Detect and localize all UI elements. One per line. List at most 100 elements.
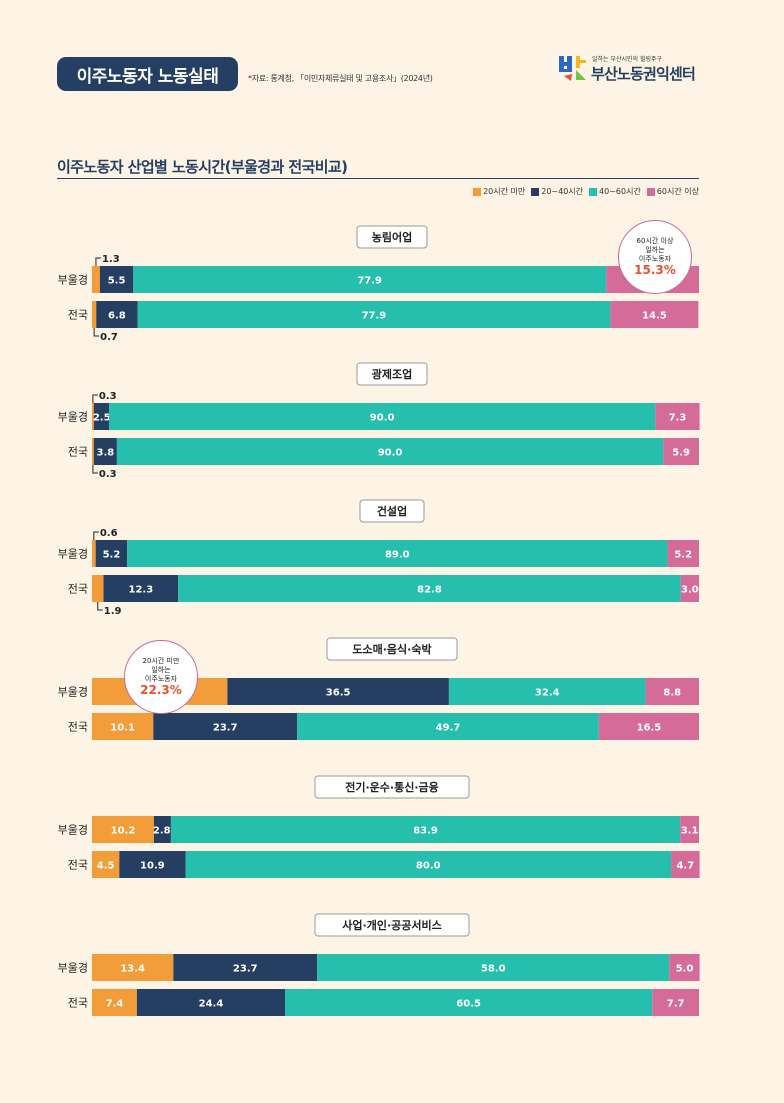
- bar-label: 1.3: [102, 254, 120, 265]
- bar-label: 3.0: [681, 585, 699, 596]
- bar-label: 7.3: [669, 413, 687, 424]
- bar-label: 16.5: [637, 723, 662, 734]
- bar-label: 4.5: [97, 861, 115, 872]
- group-label-box: [356, 225, 428, 249]
- bar-label: 2.5: [93, 413, 111, 424]
- row-label: 전국: [68, 859, 88, 872]
- legend-label: 40~60시간: [599, 187, 641, 196]
- bar-label: 24.4: [199, 999, 224, 1010]
- row-label: 부울경: [58, 824, 88, 837]
- bar-segment: [297, 713, 599, 740]
- bar-segment: [92, 266, 100, 293]
- bar-label: 10.1: [110, 723, 135, 734]
- bar-label: 2.8: [153, 826, 171, 837]
- callout-value: 15.3%: [634, 263, 676, 277]
- bar-label: 5.0: [676, 964, 694, 975]
- callout-bracket: [97, 602, 103, 611]
- bar-label: 12.3: [129, 585, 154, 596]
- bar-segment: [185, 851, 672, 878]
- bar-label: 23.7: [233, 964, 258, 975]
- group-label: 전기·운수·통신·금융: [345, 780, 439, 794]
- row-label: 부울경: [58, 411, 88, 424]
- callout-text: 20시간 미만 일하는 이주노동자: [142, 657, 180, 683]
- title-divider: [57, 178, 699, 179]
- bar-segment: [92, 438, 94, 465]
- bar-label: 5.9: [672, 448, 690, 459]
- callout-value: 22.3%: [140, 683, 182, 697]
- bar-segment: [119, 851, 186, 878]
- bar-label: 89.0: [385, 550, 410, 561]
- bar-segment: [645, 678, 699, 705]
- bar-segment: [103, 575, 179, 602]
- legend-label: 20~40시간: [541, 187, 584, 196]
- bar-segment: [93, 403, 109, 430]
- bar-label: 36.5: [326, 688, 351, 699]
- group-label: 도소매·음식·숙박: [352, 642, 431, 656]
- group-label: 사업·개인·공공서비스: [342, 918, 441, 932]
- bar-segment: [680, 575, 699, 602]
- bar-segment: [669, 954, 700, 981]
- bar-segment: [153, 816, 171, 843]
- bar-segment: [655, 403, 700, 430]
- bar-label: 3.8: [96, 448, 114, 459]
- legend-label: 20시간 미만: [483, 187, 526, 196]
- callout-under20: 20시간 미만 일하는 이주노동자 22.3%: [124, 640, 198, 714]
- callout-over60: 60시간 이상 일하는 이주노동자 15.3%: [618, 220, 692, 294]
- bar-segment: [95, 540, 128, 567]
- bar-label: 4.7: [676, 861, 694, 872]
- bar-segment: [663, 438, 699, 465]
- group-label: 광제조업: [372, 367, 412, 381]
- bar-label: 6.8: [108, 311, 126, 322]
- bar-label: 3.1: [681, 826, 699, 837]
- bar-segment: [127, 540, 668, 567]
- page-title-badge: 이주노동자 노동실태: [57, 57, 238, 91]
- bar-segment: [153, 713, 298, 740]
- bar-label: 5.5: [108, 276, 126, 287]
- bar-segment: [92, 403, 94, 430]
- bar-label: 82.8: [417, 585, 442, 596]
- callout-bracket: [93, 531, 99, 540]
- bar-label: 8.8: [663, 688, 681, 699]
- legend-swatch: [646, 187, 655, 196]
- legend-item-20to40: 20~40시간: [531, 186, 583, 197]
- bar-label: 7.4: [106, 999, 124, 1010]
- bar-label: 7.7: [667, 999, 685, 1010]
- bar-label: 0.6: [100, 528, 118, 539]
- bar-segment: [96, 301, 138, 328]
- logo-tagline: 일하는 부산시민의 힐링주구: [592, 56, 663, 63]
- chart-title: 이주노동자 산업별 노동시간(부울경과 전국비교): [57, 158, 348, 176]
- row-label: 전국: [68, 446, 88, 459]
- group-label-box: [359, 499, 425, 523]
- legend-swatch: [473, 187, 482, 196]
- legend-item-40to60: 40~60시간: [589, 186, 641, 197]
- bar-segment: [137, 301, 611, 328]
- bar-segment: [173, 954, 318, 981]
- bar-segment: [133, 266, 607, 293]
- legend-item-under20: 20시간 미만: [473, 186, 525, 197]
- row-label: 전국: [68, 997, 88, 1010]
- row-label: 전국: [68, 583, 88, 596]
- bar-segment: [93, 438, 117, 465]
- bar-label: 14.5: [642, 311, 667, 322]
- bar-label: 10.9: [140, 861, 165, 872]
- group-label-box: [314, 775, 470, 799]
- bar-segment: [92, 954, 174, 981]
- bar-segment: [99, 266, 134, 293]
- legend-swatch: [531, 187, 540, 196]
- bar-label: 32.4: [535, 688, 560, 699]
- row-label: 부울경: [58, 548, 88, 561]
- bar-label: 5.2: [674, 550, 692, 561]
- bar-label: 58.0: [481, 964, 506, 975]
- bar-segment: [671, 851, 700, 878]
- bar-label: 49.7: [436, 723, 461, 734]
- row-label: 부울경: [58, 962, 88, 975]
- bar-segment: [92, 540, 96, 567]
- chart-legend: 20시간 미만 20~40시간 40~60시간 60시간 이상: [473, 186, 699, 197]
- bar-segment: [92, 851, 120, 878]
- row-label: 전국: [68, 721, 88, 734]
- bar-label: 13.4: [120, 964, 145, 975]
- bar-label: 0.7: [100, 332, 118, 343]
- legend-item-over60: 60시간 이상: [646, 186, 699, 197]
- legend-label: 60시간 이상: [656, 187, 699, 196]
